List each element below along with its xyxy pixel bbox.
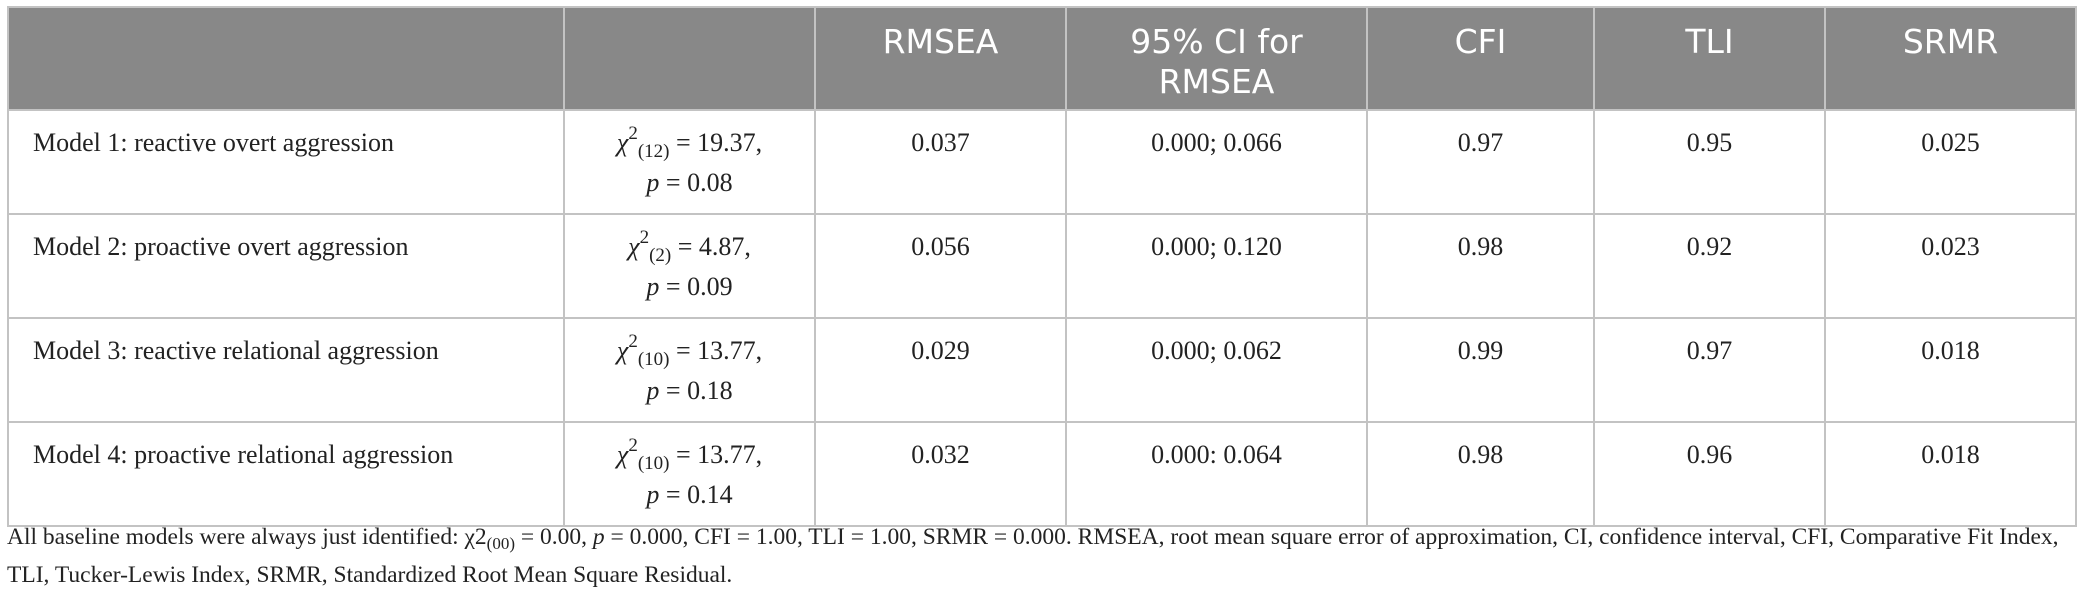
chi-value: = 13.77, (669, 440, 763, 469)
tli-cell: 0.97 (1593, 317, 1826, 423)
degrees-of-freedom: (10) (637, 349, 670, 370)
header-cfi: CFI (1366, 6, 1595, 111)
degrees-of-freedom: (10) (637, 453, 670, 474)
chi-square-cell: χ2(12) = 19.37, p = 0.08 (563, 109, 816, 215)
table-row: Model 1: reactive overt aggression χ2(12… (7, 109, 2077, 215)
tli-cell: 0.95 (1593, 109, 1826, 215)
header-chi-square (563, 6, 816, 111)
srmr-cell: 0.023 (1824, 213, 2077, 319)
model-fit-table: RMSEA 95% CI for RMSEA CFI TLI SRMR Mode… (7, 6, 2077, 527)
chi-square-cell: χ2(10) = 13.77, p = 0.18 (563, 317, 816, 423)
ci-cell: 0.000: 0.064 (1065, 421, 1368, 527)
chi-symbol: χ (628, 232, 640, 261)
p-value: = 0.09 (659, 272, 733, 301)
cfi-cell: 0.97 (1366, 109, 1595, 215)
header-ci: 95% CI for RMSEA (1065, 6, 1368, 111)
chi-symbol: χ (616, 440, 629, 469)
cfi-cell: 0.98 (1366, 213, 1595, 319)
p-value: = 0.18 (659, 376, 733, 405)
header-rmsea: RMSEA (814, 6, 1067, 111)
table-row: Model 2: proactive overt aggression χ2(2… (7, 213, 2077, 319)
p-value: = 0.08 (659, 168, 733, 197)
ci-cell: 0.000; 0.062 (1065, 317, 1368, 423)
tli-cell: 0.96 (1593, 421, 1826, 527)
chi-symbol: χ (616, 336, 629, 365)
table-row: Model 4: proactive relational aggression… (7, 421, 2077, 527)
rmsea-cell: 0.037 (814, 109, 1067, 215)
chi-value: = 4.87, (671, 232, 751, 261)
srmr-cell: 0.018 (1824, 421, 2077, 527)
model-name: Model 4: proactive relational aggression (7, 421, 565, 527)
header-model (7, 6, 565, 111)
srmr-cell: 0.025 (1824, 109, 2077, 215)
model-name: Model 3: reactive relational aggression (7, 317, 565, 423)
srmr-cell: 0.018 (1824, 317, 2077, 423)
cfi-cell: 0.98 (1366, 421, 1595, 527)
chi-value: = 13.77, (669, 336, 763, 365)
ci-cell: 0.000; 0.066 (1065, 109, 1368, 215)
rmsea-cell: 0.056 (814, 213, 1067, 319)
table-footnote: All baseline models were always just ide… (7, 524, 2059, 588)
ci-cell: 0.000; 0.120 (1065, 213, 1368, 319)
rmsea-cell: 0.032 (814, 421, 1067, 527)
degrees-of-freedom: (12) (637, 141, 670, 162)
model-name: Model 1: reactive overt aggression (7, 109, 565, 215)
chi-square-cell: χ2(10) = 13.77, p = 0.14 (563, 421, 816, 527)
header-tli: TLI (1593, 6, 1826, 111)
chi-square-cell: χ2(2) = 4.87, p = 0.09 (563, 213, 816, 319)
p-value: = 0.14 (659, 480, 733, 509)
chi-value: = 19.37, (669, 128, 763, 157)
tli-cell: 0.92 (1593, 213, 1826, 319)
table-row: Model 3: reactive relational aggression … (7, 317, 2077, 423)
header-srmr: SRMR (1824, 6, 2077, 111)
header-row: RMSEA 95% CI for RMSEA CFI TLI SRMR (7, 6, 2077, 111)
chi-symbol: χ (616, 128, 629, 157)
model-name: Model 2: proactive overt aggression (7, 213, 565, 319)
cfi-cell: 0.99 (1366, 317, 1595, 423)
rmsea-cell: 0.029 (814, 317, 1067, 423)
degrees-of-freedom: (2) (649, 245, 672, 266)
